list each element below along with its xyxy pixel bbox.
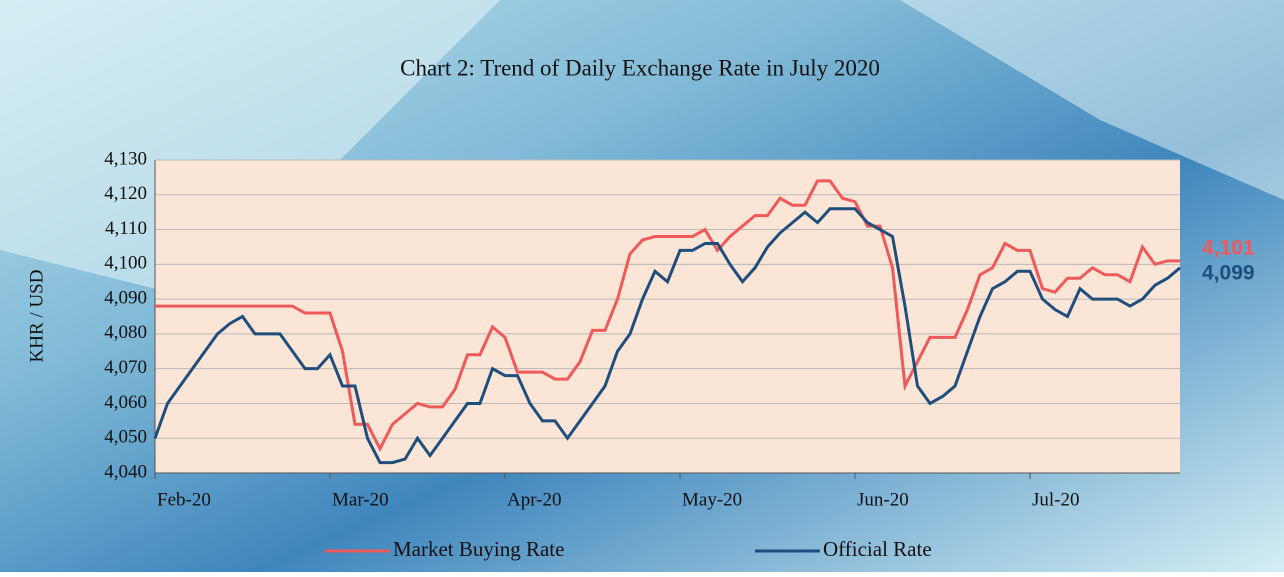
y-tick-label: 4,120 xyxy=(104,183,147,204)
legend-label: Official Rate xyxy=(823,537,932,561)
x-tick-label: May-20 xyxy=(682,489,742,510)
x-tick-label: Mar-20 xyxy=(332,489,389,510)
y-tick-label: 4,080 xyxy=(104,322,147,343)
value-label: 4,099 xyxy=(1202,261,1255,284)
y-tick-label: 4,050 xyxy=(104,427,147,448)
y-tick-label: 4,130 xyxy=(104,148,147,169)
y-tick-label: 4,040 xyxy=(104,461,147,482)
plot-area xyxy=(155,160,1180,473)
x-tick-label: Feb-20 xyxy=(157,489,211,510)
value-label: 4,101 xyxy=(1202,236,1255,259)
page: Chart 2: Trend of Daily Exchange Rate in… xyxy=(0,0,1284,572)
chart-title: Chart 2: Trend of Daily Exchange Rate in… xyxy=(400,55,880,80)
y-tick-label: 4,090 xyxy=(104,287,147,308)
x-tick-label: Apr-20 xyxy=(507,489,562,510)
y-tick-label: 4,070 xyxy=(104,357,147,378)
y-tick-label: 4,110 xyxy=(105,218,147,239)
legend-label: Market Buying Rate xyxy=(393,537,564,561)
x-tick-label: Jul-20 xyxy=(1032,489,1080,510)
x-tick-label: Jun-20 xyxy=(857,489,909,510)
chart: Chart 2: Trend of Daily Exchange Rate in… xyxy=(0,0,1284,572)
y-tick-label: 4,100 xyxy=(104,253,147,274)
y-tick-label: 4,060 xyxy=(104,392,147,413)
y-axis-label: KHR / USD xyxy=(26,270,47,363)
